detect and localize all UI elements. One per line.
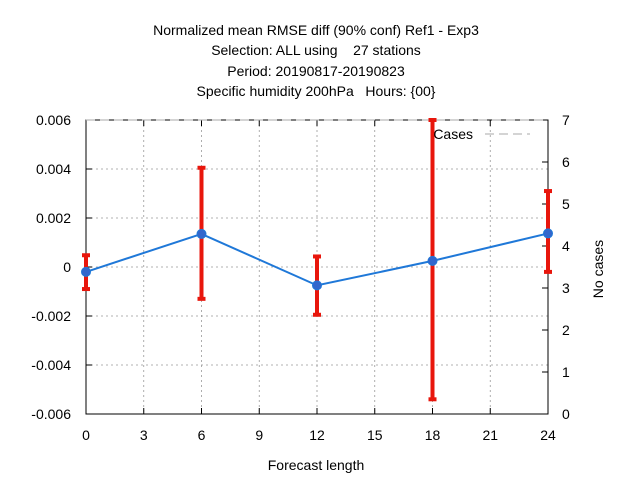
x-axis-ticks: 0 3 6 9 12 15 18 21 24 [82,120,556,443]
data-point [543,228,553,239]
y2-tick-label: 5 [562,196,570,212]
y2-tick-label: 7 [562,112,570,128]
y-tick-label: -0.002 [31,308,71,324]
y-tick-label: -0.006 [31,406,71,422]
y2-tick-label: 3 [562,280,570,296]
data-point [81,266,91,277]
x-axis-label: Forecast length [268,457,365,473]
title-line-2: Selection: ALL using 27 stations [211,42,421,58]
x-tick-label: 24 [540,427,556,443]
legend-label-cases: Cases [433,126,473,142]
x-tick-label: 12 [309,427,325,443]
y2-tick-label: 1 [562,364,570,380]
y2-axis-ticks: 0 1 2 3 4 5 6 7 [542,112,570,422]
y-tick-label: 0.002 [36,210,71,226]
y-tick-label: -0.004 [31,357,71,373]
title-line-4: Specific humidity 200hPa Hours: {00} [197,83,436,99]
y2-tick-label: 2 [562,322,570,338]
x-tick-label: 21 [482,427,498,443]
y-tick-label: 0.004 [36,161,71,177]
x-tick-label: 0 [82,427,90,443]
y-tick-label: 0 [63,259,71,275]
x-tick-label: 18 [425,427,441,443]
data-point [312,280,322,291]
x-tick-label: 15 [367,427,383,443]
y-axis-ticks: -0.006 -0.004 -0.002 0 0.002 0.004 0.006 [31,112,92,422]
x-tick-label: 6 [198,427,206,443]
x-tick-label: 3 [140,427,148,443]
x-tick-label: 9 [255,427,263,443]
data-points [81,228,553,291]
y2-tick-label: 4 [562,238,570,254]
y2-tick-label: 6 [562,154,570,170]
y2-tick-label: 0 [562,406,570,422]
title-line-1: Normalized mean RMSE diff (90% conf) Ref… [153,22,479,38]
data-point [427,255,438,266]
y-tick-label: 0.006 [36,112,71,128]
chart-title: Normalized mean RMSE diff (90% conf) Ref… [153,22,479,99]
data-point [196,228,207,239]
legend: Cases [433,126,530,142]
title-line-3: Period: 20190817-20190823 [227,63,405,79]
y2-axis-label: No cases [590,240,606,298]
